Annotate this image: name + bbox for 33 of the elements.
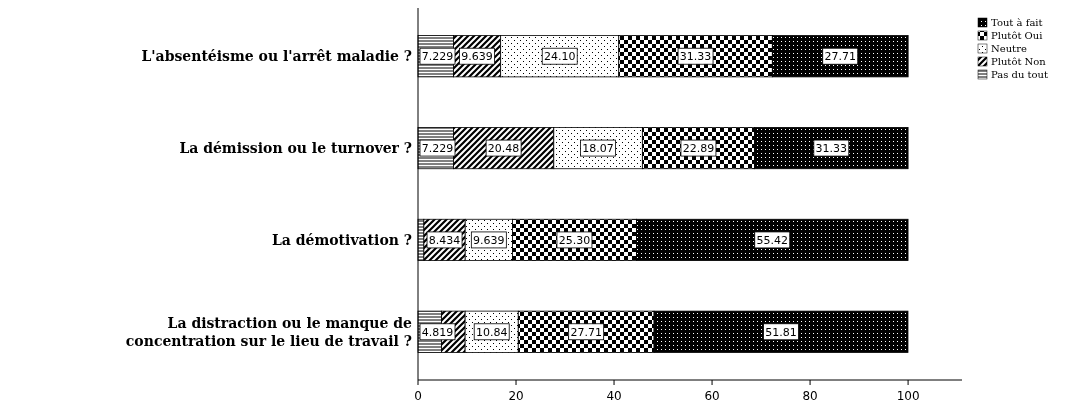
x-tick-label: 0 [414,389,422,403]
legend-label: Tout à fait [991,17,1043,28]
data-label: 9.639 [461,50,493,64]
data-label: 27.71 [570,325,602,339]
data-label: 51.81 [765,325,797,339]
data-label: 31.33 [815,142,848,156]
x-tick-label: 40 [606,389,622,403]
y-tick-label: La démotivation ? [271,231,412,248]
data-label: 27.71 [824,50,856,64]
data-label: 10.84 [475,325,508,339]
y-tick-label: L'absentéisme ou l'arrêt maladie ? [141,48,412,65]
data-label: 24.10 [543,50,576,64]
data-label: 4.819 [421,325,454,339]
data-label: 55.42 [756,233,788,247]
x-tick-label: 80 [802,389,818,403]
x-tick-label: 100 [896,389,920,403]
data-label: 25.30 [558,233,591,247]
x-tick-label: 20 [508,389,524,403]
y-tick-label: La distraction ou le manque de concentration sur le lieu de travail ? [125,314,413,349]
legend-label: Plutôt Non [991,56,1047,67]
legend-label: Plutôt Oui [991,30,1043,41]
x-tick-label: 60 [704,389,720,403]
data-label: 20.48 [487,142,520,156]
data-label: 9.639 [473,233,505,247]
data-label: 7.229 [421,142,454,156]
data-label: 22.89 [682,142,715,156]
data-label: 31.33 [679,50,712,64]
legend-label: Pas du tout [991,69,1049,80]
data-label: 18.07 [582,142,614,156]
data-label: 8.434 [428,233,461,247]
y-tick-label: La démission ou le turnover ? [179,140,412,157]
legend-label: Neutre [991,43,1027,54]
data-label: 7.229 [421,50,454,64]
